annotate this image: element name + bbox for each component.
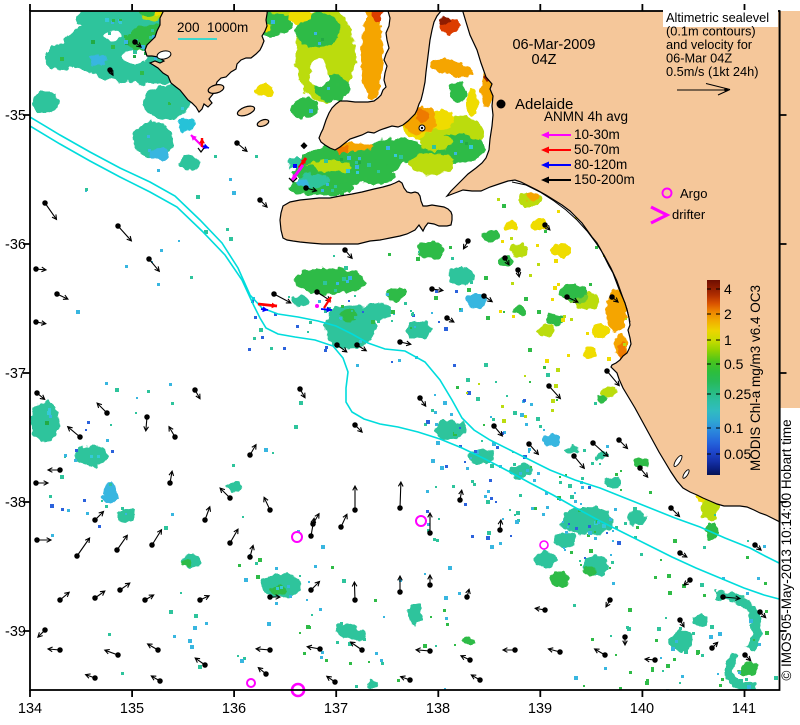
svg-text:1: 1: [724, 332, 732, 348]
svg-text:140: 140: [630, 701, 654, 717]
svg-text:2: 2: [724, 306, 732, 322]
svg-text:0.25: 0.25: [724, 386, 751, 402]
svg-text:139: 139: [528, 701, 552, 717]
svg-text:-36: -36: [5, 237, 26, 253]
svg-text:06-Mar 04Z: 06-Mar 04Z: [666, 51, 732, 66]
svg-text:Altimetric sealevel: Altimetric sealevel: [666, 10, 769, 25]
svg-text:0.5m/s (1kt 24h): 0.5m/s (1kt 24h): [666, 64, 758, 79]
svg-text:-38: -38: [5, 495, 26, 511]
svg-text:137: 137: [324, 701, 348, 717]
svg-text:0.05: 0.05: [724, 446, 751, 462]
svg-text:-39: -39: [5, 624, 26, 640]
svg-text:Adelaide: Adelaide: [515, 96, 573, 113]
svg-text:0.1: 0.1: [724, 420, 744, 436]
svg-text:141: 141: [732, 701, 756, 717]
svg-text:136: 136: [222, 701, 246, 717]
svg-text:ANMN 4h avg: ANMN 4h avg: [544, 109, 628, 124]
svg-text:0.5: 0.5: [724, 356, 744, 372]
svg-text:10-30m: 10-30m: [574, 127, 620, 142]
svg-text:-35: -35: [5, 108, 26, 124]
svg-text:© IMOS 05-May-2013 10:14:00 Ho: © IMOS 05-May-2013 10:14:00 Hobart time: [779, 419, 794, 680]
svg-text:135: 135: [120, 701, 144, 717]
svg-text:138: 138: [426, 701, 450, 717]
svg-text:and velocity for: and velocity for: [666, 37, 753, 52]
svg-text:drifter: drifter: [672, 207, 706, 222]
svg-text:150-200m: 150-200m: [574, 172, 635, 187]
svg-text:Argo: Argo: [680, 186, 707, 201]
svg-text:4: 4: [724, 281, 732, 297]
svg-text:50-70m: 50-70m: [574, 142, 620, 157]
svg-text:06-Mar-2009: 06-Mar-2009: [512, 37, 595, 53]
svg-text:04Z: 04Z: [532, 52, 557, 68]
svg-text:80-120m: 80-120m: [574, 157, 627, 172]
svg-text:-37: -37: [5, 366, 26, 382]
svg-text:(0.1m contours): (0.1m contours): [666, 24, 756, 39]
svg-text:134: 134: [18, 701, 42, 717]
svg-text:MODIS Chl-a mg/m3 v6.4 OC3: MODIS Chl-a mg/m3 v6.4 OC3: [748, 285, 763, 471]
svg-text:200 1000m: 200 1000m: [177, 20, 248, 35]
